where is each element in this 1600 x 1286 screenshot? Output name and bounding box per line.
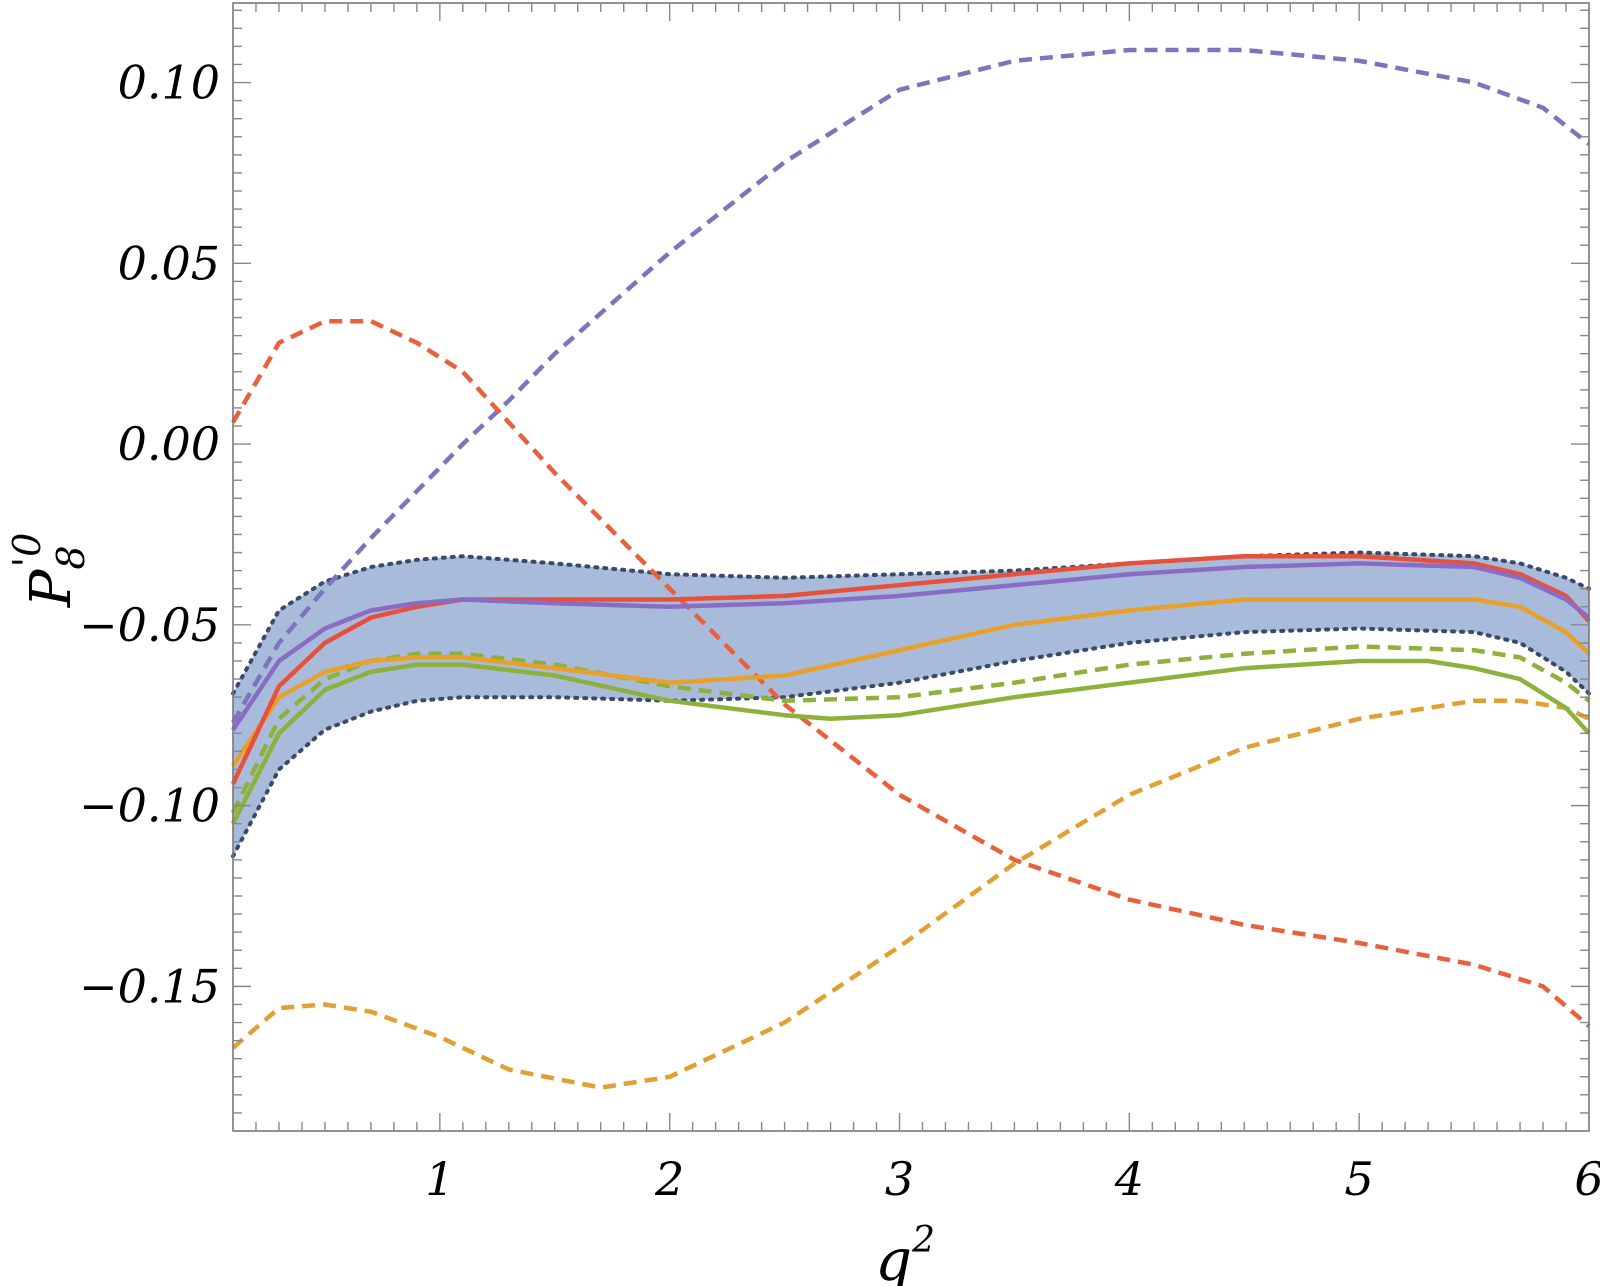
x-tick-label: 1 (425, 1152, 454, 1206)
series-line-8 (231, 561, 1591, 731)
plot-frame (232, 2, 1590, 1132)
series-line-3 (231, 698, 1590, 1090)
uncertainty-band (231, 550, 1591, 859)
x-tick-label: 6 (1574, 1152, 1600, 1206)
series-layer (230, 47, 1591, 1090)
x-tick-label: 3 (885, 1152, 914, 1206)
y-tick-label: 0.00 (118, 417, 220, 471)
x-tick-label: 5 (1345, 1152, 1374, 1206)
series-line-2 (231, 318, 1591, 1028)
y-axis-title: P8'0 (5, 533, 93, 609)
series-line-7 (230, 553, 1591, 785)
y-tick-label: −0.10 (79, 779, 220, 833)
band-lower-edge (231, 626, 1591, 859)
x-axis-title: q2 (875, 1220, 935, 1286)
y-tick-label: −0.15 (79, 959, 220, 1013)
y-tick-label: 0.05 (118, 236, 220, 290)
x-tick-label: 2 (654, 1152, 684, 1206)
series-line-4 (230, 644, 1591, 814)
y-axis-title-subscript: 8 (49, 545, 93, 569)
axis-ticks (232, 3, 1590, 1132)
band-upper-edge (231, 550, 1591, 696)
tick-labels: 1 2 3 4 5 6 0.10 0.05 0.00 −0.05 −0.10 −0.15 (79, 56, 1600, 1206)
x-axis-title-superscript: 2 (911, 1220, 935, 1261)
y-axis-title-superscript: '0 (5, 533, 49, 568)
x-tick-label: 4 (1114, 1152, 1144, 1206)
series-line-1 (231, 47, 1591, 724)
y-tick-label: −0.05 (79, 598, 220, 652)
series-line-5 (230, 658, 1591, 825)
y-tick-label: 0.10 (118, 56, 220, 110)
series-line-6 (231, 597, 1591, 768)
band-fill (233, 552, 1589, 857)
